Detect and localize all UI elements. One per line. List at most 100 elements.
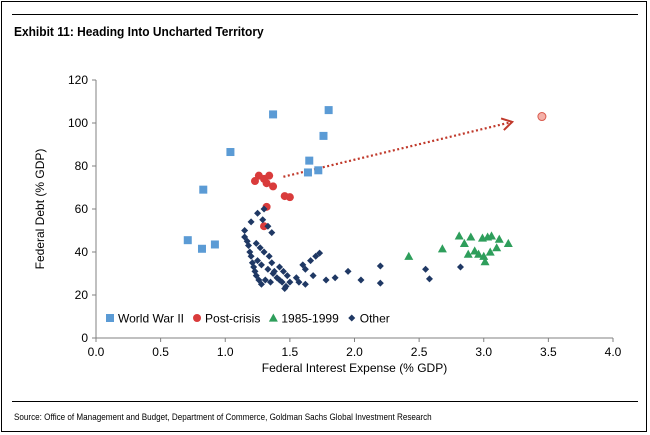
- data-point: [485, 247, 495, 256]
- data-point: [262, 179, 271, 188]
- x-tick-label: 0.0: [88, 345, 105, 359]
- data-point: [257, 280, 265, 288]
- x-tick-label: 3.5: [540, 345, 557, 359]
- data-point: [474, 249, 484, 258]
- data-point: [252, 239, 260, 247]
- data-point: [376, 262, 384, 270]
- data-point: [480, 257, 490, 266]
- data-point: [265, 171, 274, 180]
- data-point: [422, 265, 430, 273]
- chart-legend: World War II Post-crisis 1985-1999 Other: [106, 312, 390, 326]
- data-point: [241, 227, 249, 234]
- data-point: [281, 285, 289, 293]
- data-point: [404, 251, 414, 260]
- data-point: [319, 131, 328, 140]
- y-tick-label: 0: [81, 331, 88, 345]
- series-world-war-ii: [183, 106, 333, 253]
- data-point: [286, 278, 294, 286]
- data-point: [245, 242, 253, 250]
- data-point: [466, 232, 476, 241]
- data-point: [479, 251, 489, 260]
- data-point: [268, 229, 276, 237]
- data-point: [259, 216, 267, 224]
- data-point: [269, 110, 278, 119]
- data-point: [322, 276, 330, 284]
- data-point: [269, 182, 278, 191]
- data-point: [301, 265, 309, 273]
- data-point: [494, 234, 504, 243]
- data-point: [312, 252, 320, 260]
- data-point: [260, 248, 268, 256]
- data-point: [270, 267, 278, 275]
- legend-label: World War II: [118, 312, 184, 326]
- x-tick-label: 4.0: [605, 345, 622, 359]
- data-point: [470, 246, 480, 255]
- top-rule: [12, 14, 638, 15]
- data-point: [376, 279, 384, 287]
- data-point: [459, 238, 469, 247]
- y-axis-title: Federal Debt (% GDP): [33, 149, 47, 270]
- data-point: [264, 222, 272, 230]
- y-tick-label: 80: [75, 159, 89, 173]
- data-point: [324, 106, 333, 115]
- projected-point: [537, 112, 547, 122]
- data-point: [487, 231, 497, 240]
- legend-label: 1985-1999: [281, 312, 339, 326]
- data-point: [307, 257, 315, 265]
- y-tick-label: 20: [75, 288, 89, 302]
- legend-marker: [193, 314, 202, 322]
- data-point: [260, 205, 268, 213]
- chart-marks: [183, 106, 547, 293]
- x-tick-label: 2.5: [411, 345, 428, 359]
- data-point: [254, 257, 262, 265]
- data-point: [357, 276, 365, 284]
- data-point: [276, 263, 284, 271]
- y-tick-label: 60: [75, 202, 89, 216]
- data-point: [316, 249, 324, 257]
- x-tick-label: 2.0: [346, 345, 363, 359]
- data-point: [261, 276, 269, 284]
- data-point: [437, 244, 447, 253]
- data-point: [276, 276, 284, 284]
- data-point: [454, 231, 464, 240]
- legend-marker: [268, 313, 278, 322]
- series-1985-1999: [404, 231, 513, 266]
- data-point: [199, 185, 208, 194]
- data-point: [254, 209, 262, 217]
- data-point: [425, 275, 433, 283]
- data-point: [256, 244, 264, 252]
- dotted-arrow-line: [283, 120, 513, 178]
- data-point: [314, 166, 323, 175]
- data-point: [268, 259, 276, 267]
- x-tick-label: 3.0: [475, 345, 492, 359]
- x-tick-label: 0.5: [152, 345, 169, 359]
- data-point: [226, 148, 235, 157]
- legend-marker: [348, 314, 356, 322]
- x-axis-title: Federal Interest Expense (% GDP): [262, 361, 447, 375]
- exhibit-title: Exhibit 11: Heading Into Uncharted Terri…: [14, 24, 264, 39]
- legend-label: Post-crisis: [205, 312, 260, 326]
- data-point: [260, 222, 269, 231]
- data-point: [247, 252, 255, 260]
- legend-label: Other: [360, 312, 390, 326]
- x-tick-label: 1.0: [217, 345, 234, 359]
- series-other: [241, 205, 464, 293]
- data-point: [257, 261, 265, 269]
- data-point: [283, 272, 291, 280]
- source-note: Source: Office of Management and Budget,…: [14, 412, 432, 422]
- data-point: [503, 238, 513, 247]
- y-tick-label: 120: [68, 73, 88, 87]
- y-tick-label: 40: [75, 245, 89, 259]
- data-point: [463, 249, 473, 258]
- y-tick-label: 100: [68, 116, 88, 130]
- data-point: [265, 252, 273, 260]
- data-point: [210, 240, 219, 249]
- data-point: [456, 263, 464, 271]
- series-post-crisis: [250, 171, 294, 231]
- data-point: [344, 267, 352, 275]
- data-point: [251, 267, 259, 275]
- data-point: [247, 218, 255, 226]
- data-point: [305, 156, 314, 165]
- data-point: [301, 280, 309, 288]
